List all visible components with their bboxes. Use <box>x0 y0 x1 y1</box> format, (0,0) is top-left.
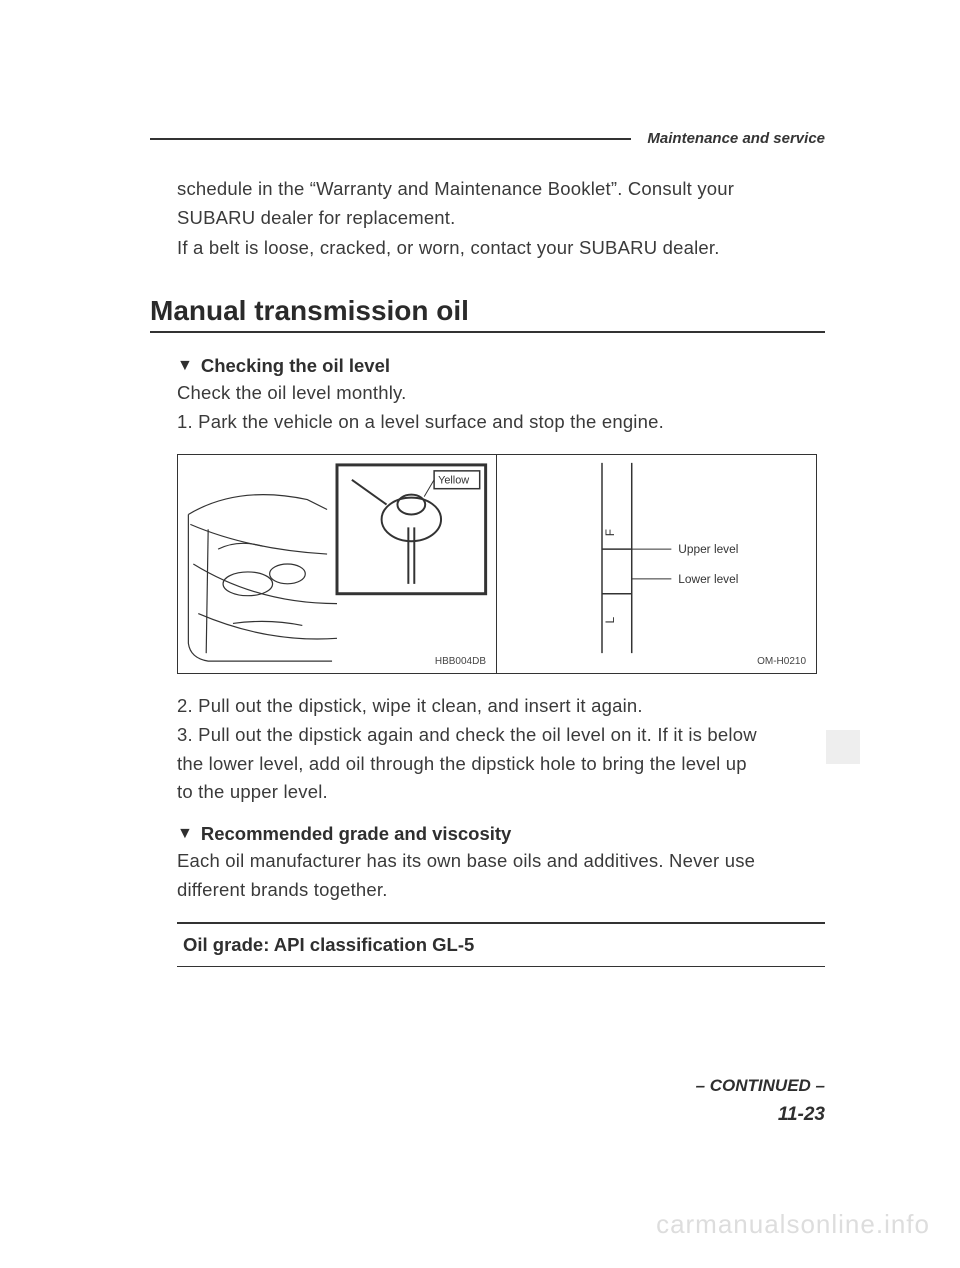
sub1-heading: Checking the oil level <box>201 355 390 377</box>
sub2-heading: Recommended grade and viscosity <box>201 823 512 845</box>
figure-right-code: OM-H0210 <box>757 656 806 667</box>
sub2-heading-row: ▼ Recommended grade and viscosity <box>177 823 825 845</box>
intro-line2: SUBARU dealer for replacement. <box>177 204 825 233</box>
upper-level-label: Upper level <box>678 542 738 556</box>
triangle-down-icon: ▼ <box>177 358 193 374</box>
top-rule: Maintenance and service <box>150 130 825 147</box>
sub2-p1b: different brands together. <box>177 876 825 905</box>
dipstick-diagram-icon: F L Upper level Lower level <box>497 455 816 673</box>
intro-line1: schedule in the “Warranty and Maintenanc… <box>177 175 825 204</box>
page: Maintenance and service schedule in the … <box>0 0 960 1268</box>
sub1-block: ▼ Checking the oil level Check the oil l… <box>150 355 825 967</box>
lower-level-label: Lower level <box>678 572 738 586</box>
dipstick-l-letter: L <box>603 617 617 624</box>
figure-row: Yellow HBB004DB F <box>177 454 825 674</box>
watermark: carmanualsonline.info <box>656 1209 930 1240</box>
sub2-p1a: Each oil manufacturer has its own base o… <box>177 847 825 876</box>
oil-grade-text: Oil grade: API classification GL-5 <box>177 924 825 966</box>
after-p1: 2. Pull out the dipstick, wipe it clean,… <box>177 692 825 721</box>
page-number: 11-23 <box>778 1104 825 1126</box>
section-title: Manual transmission oil <box>150 295 825 327</box>
top-rule-line <box>150 138 631 140</box>
dipstick-f-letter: F <box>603 529 617 536</box>
continued-label: – CONTINUED – <box>696 1076 825 1096</box>
after-p2b: the lower level, add oil through the dip… <box>177 750 825 779</box>
figure-left: Yellow HBB004DB <box>177 454 497 674</box>
sub1-heading-row: ▼ Checking the oil level <box>177 355 825 377</box>
triangle-down-icon: ▼ <box>177 826 193 842</box>
yellow-label: Yellow <box>438 475 469 487</box>
sub1-p1: Check the oil level monthly. <box>177 379 825 408</box>
intro-line3: If a belt is loose, cracked, or worn, co… <box>177 234 825 263</box>
sub1-p2: 1. Park the vehicle on a level surface a… <box>177 408 825 437</box>
header-section-label: Maintenance and service <box>631 130 825 147</box>
intro-block: schedule in the “Warranty and Maintenanc… <box>150 175 825 263</box>
oil-grade-box: Oil grade: API classification GL-5 <box>177 922 825 967</box>
engine-diagram-icon: Yellow <box>178 455 496 673</box>
figure-right: F L Upper level Lower level OM-H0210 <box>497 454 817 674</box>
oil-rule-bottom <box>177 966 825 968</box>
side-tab-marker <box>826 730 860 764</box>
after-p2c: to the upper level. <box>177 778 825 807</box>
section-rule <box>150 331 825 333</box>
figure-left-code: HBB004DB <box>435 656 486 667</box>
after-p2a: 3. Pull out the dipstick again and check… <box>177 721 825 750</box>
